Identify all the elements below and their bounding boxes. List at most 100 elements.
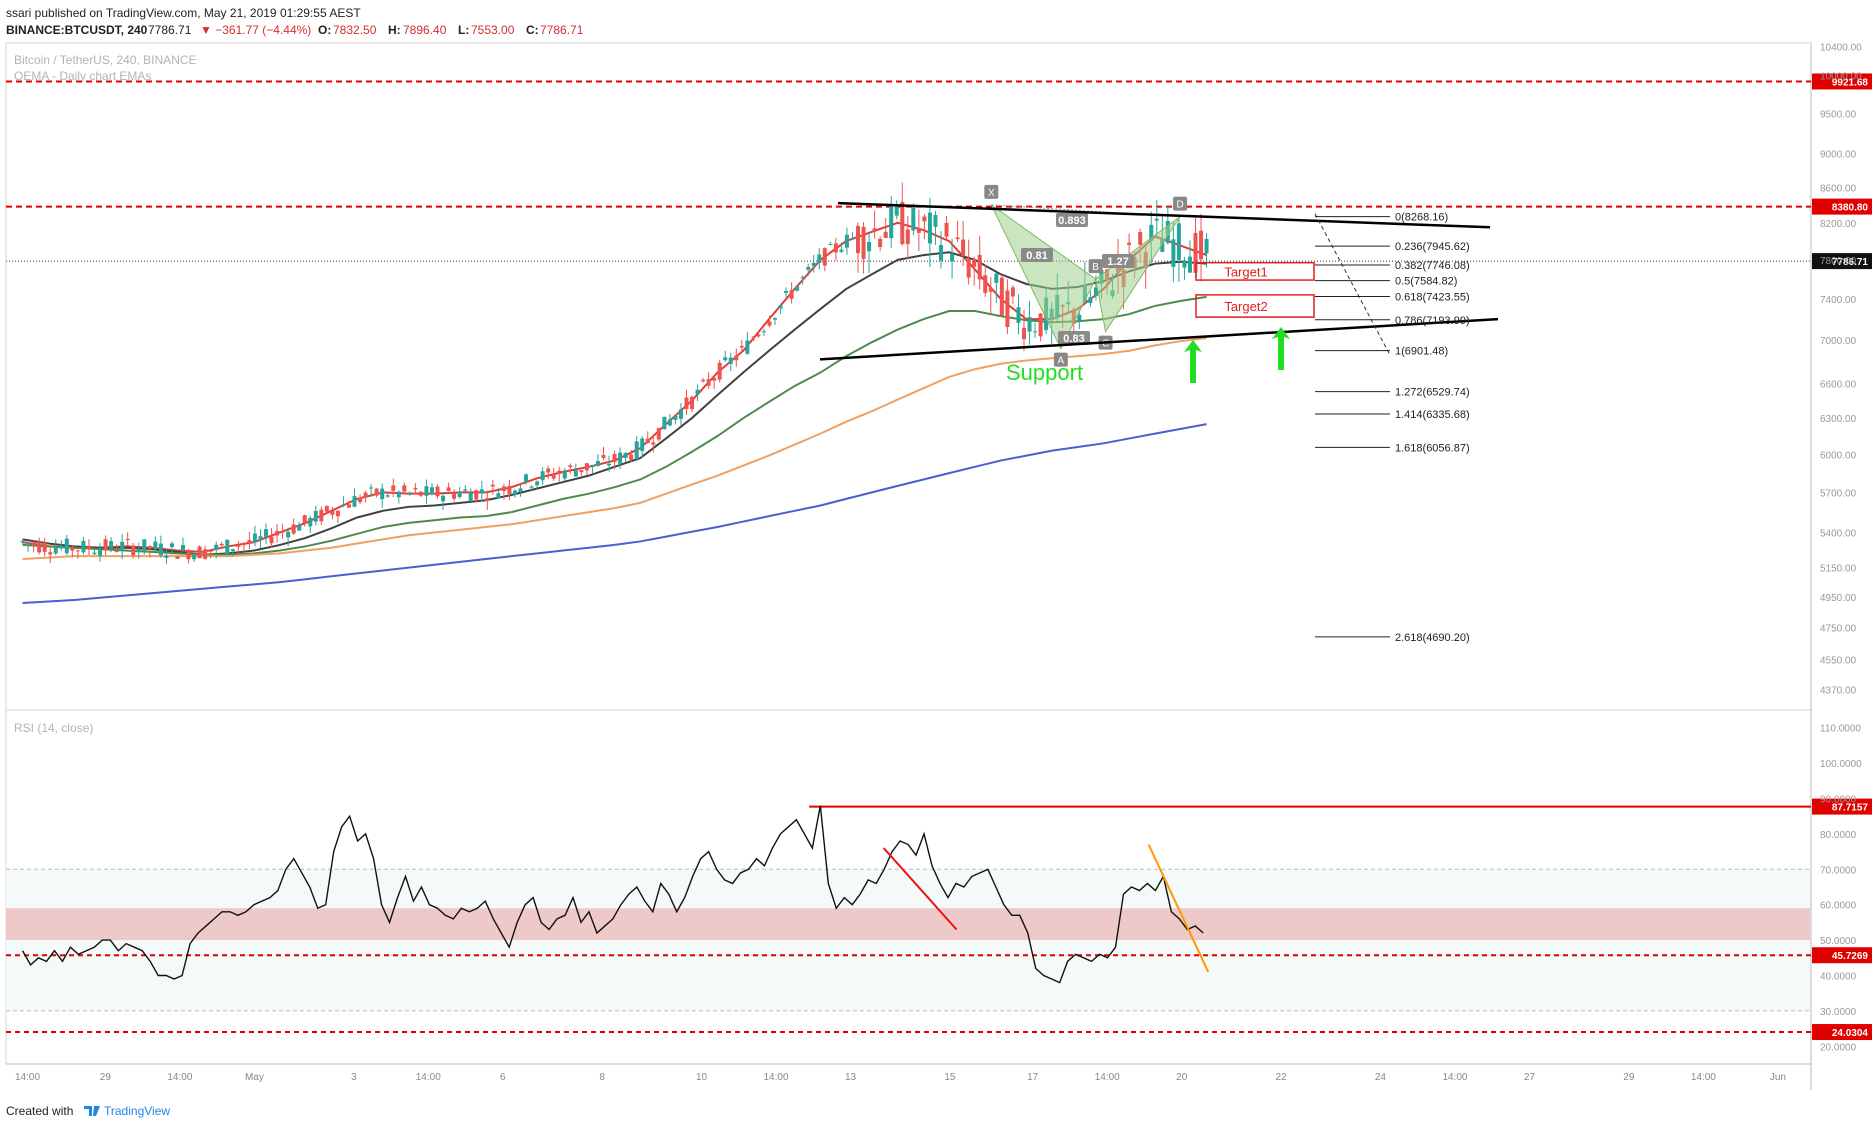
price-level-label: 9921.68 [1832,77,1869,88]
candle-body [1204,238,1209,254]
candle-body [872,228,877,231]
candle-body [739,345,744,348]
candle-body [352,496,357,507]
candle-body [418,491,423,496]
open-value: 7832.50 [333,23,377,37]
candle-body [651,442,656,445]
price-level-tag [1812,73,1872,90]
last-price-tag [1812,253,1872,270]
time-tick-label: 29 [100,1072,112,1083]
candle-body [1077,314,1082,322]
candle-body [258,536,263,540]
candle-body [92,552,97,555]
candle-body [546,468,551,473]
rsi-title: RSI (14, close) [14,721,93,735]
time-tick-label: 17 [1027,1072,1039,1083]
candle-body [933,215,938,227]
candle-body [507,485,512,494]
price-tick-label: 9500.00 [1820,110,1857,121]
projection-line [1314,213,1391,356]
candle-body [894,205,899,216]
candle-body [955,237,960,240]
rsi-level-tag [1812,798,1872,815]
candle-body [42,542,47,552]
candle-body [208,550,213,552]
candle-body [230,549,235,552]
candle-body [402,485,407,492]
candle-body [1149,224,1154,241]
candle-body [302,515,307,524]
candle-body [988,287,993,292]
candle-body [562,471,567,479]
high-value: 7896.40 [403,23,447,37]
price-level-label: 8380.80 [1832,203,1869,214]
candle-body [319,509,324,522]
candle-body [678,409,683,419]
candle-body [607,463,612,466]
candle-body [153,541,158,549]
candle-body [1193,232,1198,273]
candle-body [1199,230,1204,260]
time-tick-label: 20 [1176,1072,1188,1083]
candle-body [584,463,589,471]
rsi-tick-label: 60.0000 [1820,901,1857,912]
price-level-tag [1812,198,1872,215]
candle-body [529,486,534,488]
candle-body [330,510,335,515]
candle-body [1033,331,1038,333]
candle-body [496,493,501,499]
time-tick-label: 14:00 [15,1072,40,1083]
candle-body [485,498,490,501]
candle-body [164,555,169,558]
last-price-label: 7786.71 [1832,257,1869,268]
candle-body [939,244,944,261]
candle-body [540,471,545,481]
fib-level-label: 0.382(7746.08) [1395,260,1470,272]
fib-level-label: 1.414(6335.68) [1395,409,1470,421]
time-tick-label: 14:00 [764,1072,789,1083]
time-tick-label: May [245,1072,264,1083]
rsi-tick-label: 110.0000 [1820,724,1861,735]
fib-level-label: 0.618(7423.55) [1395,292,1470,304]
candle-body [1154,218,1159,221]
candle-body [1160,238,1165,252]
candle-body [241,543,246,546]
rsi-level-label: 45.7269 [1832,951,1869,962]
support-arrow-icon [1272,327,1290,370]
fib-level-label: 0(8268.16) [1395,212,1448,224]
time-tick-label: Jun [1770,1072,1786,1083]
candle-body [158,543,163,556]
candle-body [81,540,86,553]
candle-body [773,318,778,320]
legend-indicator: OEMA - Daily chart EMAs [14,69,151,83]
candle-body [1127,242,1132,245]
open-key: O: [318,23,331,37]
candle-body [1027,317,1032,332]
support-annotation: Support [1006,360,1083,385]
candle-body [358,497,363,503]
footer: Created with TradingView [6,1104,170,1118]
candle-body [728,357,733,365]
fib-level-label: 2.618(4690.20) [1395,632,1470,644]
candle-body [900,201,905,245]
candle-body [236,545,241,547]
candle-body [1187,256,1192,273]
candle-body [380,488,385,500]
candle-body [684,397,689,409]
tradingview-logo-icon [84,1106,100,1116]
candle-body [1176,223,1181,260]
candle-body [844,234,849,248]
candle-body [98,549,103,556]
price-tick-label: 4550.00 [1820,655,1857,666]
pattern-ratio-label: 0.893 [1058,215,1086,227]
candle-body [961,239,966,257]
candle-body [341,504,346,507]
candle-body [291,524,296,534]
candle-body [252,533,257,543]
target-label: Target1 [1224,264,1267,279]
candle-body [883,231,888,238]
close-key: C: [526,23,539,37]
candle-body [806,266,811,270]
candle-body [977,254,982,280]
rsi-tick-label: 50.0000 [1820,936,1857,947]
